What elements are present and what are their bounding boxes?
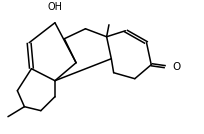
Text: O: O — [172, 62, 180, 72]
Text: OH: OH — [47, 2, 62, 12]
